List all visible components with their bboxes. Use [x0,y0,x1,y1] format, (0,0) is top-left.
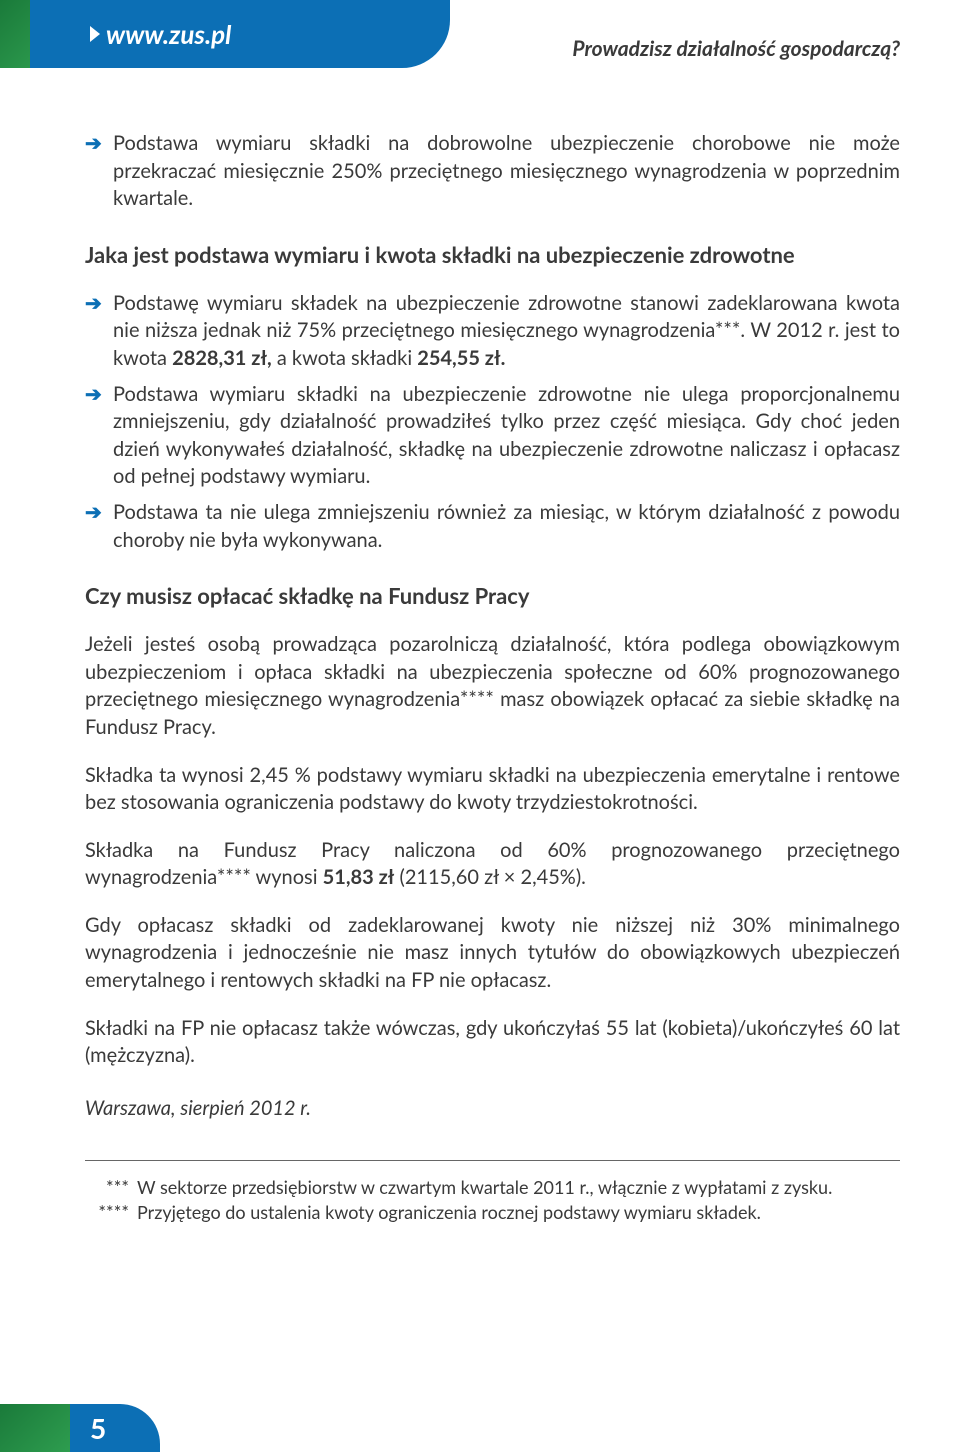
bullet-text-part: a kwota składki [272,346,418,370]
bullet-item: Podstawa wymiaru składki na ubezpieczeni… [85,381,900,491]
header-blue-tab: www.zus.pl [30,0,450,68]
bullet-item: Podstawę wymiaru składek na ubezpieczeni… [85,290,900,373]
section-heading: Czy musisz opłacać składkę na Fundusz Pr… [85,582,900,609]
footnotes: *** W sektorze przedsiębiorstw w czwarty… [85,1160,900,1225]
footnote-mark: *** [85,1175,129,1200]
footnote-text: Przyjętego do ustalenia kwoty ograniczen… [137,1200,761,1225]
footnote-mark: **** [85,1200,129,1225]
page-content: Podstawa wymiaru składki na dobrowolne u… [0,90,960,1225]
bullet-item: Podstawa wymiaru składki na dobrowolne u… [85,130,900,213]
footnote-row: **** Przyjętego do ustalenia kwoty ogran… [85,1200,900,1225]
bold-value: 254,55 zł. [417,346,505,370]
bullet-item: Podstawa ta nie ulega zmniejszeniu równi… [85,499,900,554]
header-subtitle: Prowadzisz działalność gospodarczą? [572,36,900,61]
publication-date: Warszawa, sierpień 2012 r. [85,1096,900,1120]
paragraph: Składka na Fundusz Pracy naliczona od 60… [85,837,900,892]
bullet-text: Podstawa wymiaru składki na ubezpieczeni… [113,382,900,489]
triangle-right-icon [90,26,100,42]
paragraph: Jeżeli jesteś osobą prowadząca pozarolni… [85,631,900,741]
bold-value: 51,83 zł [323,865,395,889]
bullet-text: Podstawa ta nie ulega zmniejszeniu równi… [113,500,900,552]
header-url: www.zus.pl [90,18,231,50]
bold-value: 2828,31 zł, [172,346,272,370]
footer-green-accent [0,1404,70,1452]
page-header: www.zus.pl Prowadzisz działalność gospod… [0,0,960,90]
url-label: www.zus.pl [106,18,231,50]
page-number: 5 [90,1411,106,1445]
paragraph: Składka ta wynosi 2,45 % podstawy wymiar… [85,762,900,817]
section-heading: Jaka jest podstawa wymiaru i kwota skład… [85,241,900,268]
para-text-part: (2115,60 zł × 2,45%). [394,865,586,889]
paragraph: Składki na FP nie opłacasz także wówczas… [85,1015,900,1070]
footnote-text: W sektorze przedsiębiorstw w czwartym kw… [137,1175,832,1200]
bullet-text: Podstawa wymiaru składki na dobrowolne u… [113,131,900,210]
paragraph: Gdy opłacasz składki od zadeklarowanej k… [85,912,900,995]
footnote-row: *** W sektorze przedsiębiorstw w czwarty… [85,1175,900,1200]
